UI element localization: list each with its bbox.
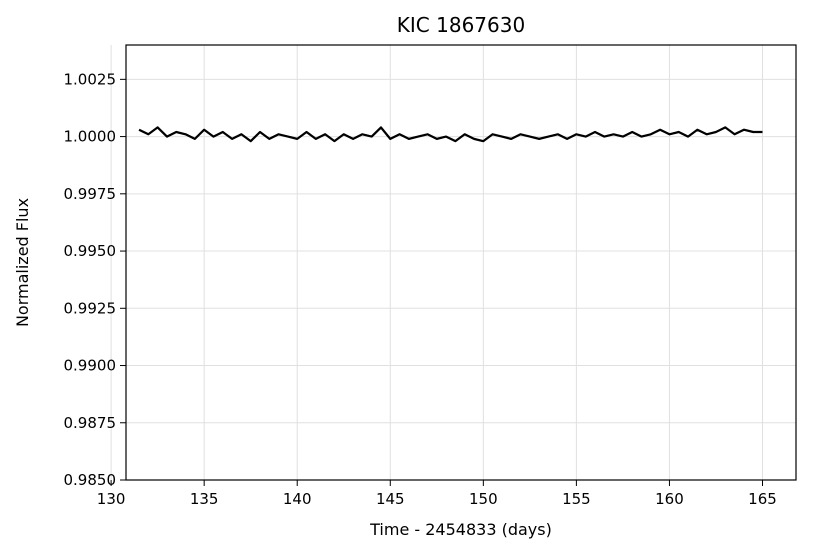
y-tick-label: 0.9975 (64, 185, 117, 203)
x-tick-label: 165 (748, 490, 777, 508)
x-tick-label: 140 (283, 490, 312, 508)
grid (110, 45, 796, 481)
y-tick-label: 0.9925 (64, 299, 117, 317)
x-tick-label: 135 (190, 490, 219, 508)
series-layer (138, 126, 763, 143)
y-tick-label: 0.9850 (64, 471, 117, 489)
x-axis: 130 135 140 145 150 155 160 165 (97, 480, 777, 508)
y-axis-label: Normalized Flux (13, 198, 32, 327)
x-tick-label: 130 (97, 490, 126, 508)
x-axis-label: Time - 2454833 (days) (369, 520, 552, 539)
y-tick-label: 0.9900 (64, 357, 117, 375)
plot-frame (125, 44, 797, 481)
y-tick-label: 0.9950 (64, 242, 117, 260)
x-tick-label: 155 (562, 490, 591, 508)
y-tick-label: 1.0025 (64, 70, 117, 88)
x-tick-label: 145 (376, 490, 405, 508)
y-tick-label: 0.9875 (64, 414, 117, 432)
x-tick-label: 150 (469, 490, 498, 508)
flux-series-line (138, 126, 763, 143)
chart-title: KIC 1867630 (397, 13, 525, 37)
y-tick-label: 1.0000 (64, 128, 117, 146)
x-tick-label: 160 (655, 490, 684, 508)
y-axis: 0.9850 0.9875 0.9900 0.9925 0.9950 0.9975 1.00… (64, 70, 126, 489)
